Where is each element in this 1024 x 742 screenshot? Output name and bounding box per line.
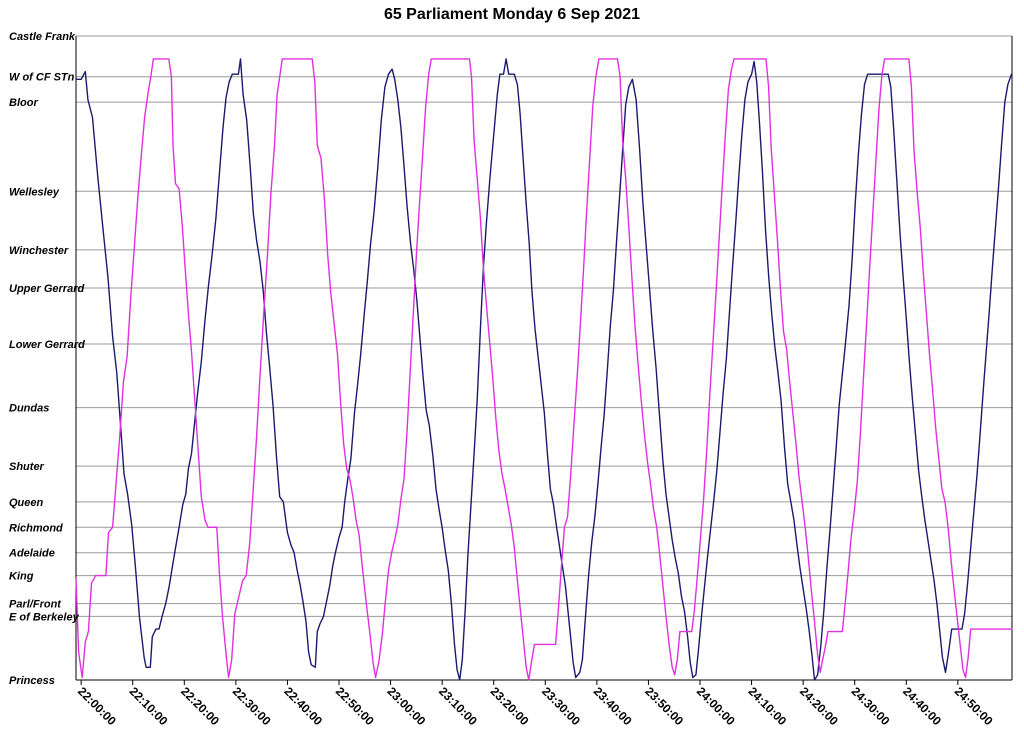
y-tick-label: King <box>9 571 34 583</box>
y-tick-label: Adelaide <box>8 548 55 560</box>
y-tick-label: E of Berkeley <box>9 611 80 623</box>
x-tick-label: 22:10:00 <box>127 684 171 728</box>
y-tick-label: Dundas <box>9 403 49 415</box>
y-tick-label: Richmond <box>9 522 63 534</box>
series-line-1 <box>75 58 1013 681</box>
y-tick-label: Winchester <box>9 245 69 257</box>
x-tick-label: 23:20:00 <box>488 684 532 728</box>
x-tick-labels: 22:00:00 22:10:00 22:20:00 22:30:00 22:40:00… <box>75 684 996 728</box>
x-tick-label: 24:00:00 <box>694 684 738 728</box>
x-tick-label: 24:10:00 <box>745 684 789 728</box>
x-tick-label: 22:30:00 <box>230 684 274 728</box>
y-tick-label: W of CF STn <box>9 72 75 84</box>
y-tick-label: Wellesley <box>9 186 60 198</box>
axes <box>75 36 1013 685</box>
x-tick-label: 23:50:00 <box>642 684 686 728</box>
x-tick-label: 23:00:00 <box>384 684 428 728</box>
x-tick-label: 23:10:00 <box>436 684 480 728</box>
x-tick-label: 22:40:00 <box>281 684 325 728</box>
gridlines <box>76 35 1012 681</box>
x-tick-label: 22:00:00 <box>75 684 119 728</box>
x-tick-label: 23:30:00 <box>539 684 583 728</box>
y-tick-label: Lower Gerrard <box>9 339 85 351</box>
x-tick-label: 24:30:00 <box>849 684 893 728</box>
y-tick-label: Parl/Front <box>9 599 62 611</box>
x-tick-label: 23:40:00 <box>591 684 635 728</box>
x-tick-label: 24:50:00 <box>952 684 996 728</box>
x-tick-label: 24:20:00 <box>797 684 841 728</box>
series-line-2 <box>75 58 1013 681</box>
x-tick-label: 24:40:00 <box>900 684 944 728</box>
y-tick-label: Castle Frank <box>9 31 76 43</box>
y-tick-label: Shuter <box>9 461 45 473</box>
x-tick-label: 22:20:00 <box>178 684 222 728</box>
y-tick-label: Bloor <box>9 97 38 109</box>
y-tick-label: Princess <box>9 675 55 687</box>
series-lines <box>75 58 1013 681</box>
x-tick-label: 22:50:00 <box>333 684 377 728</box>
y-tick-labels: Castle Frank W of CF STn Bloor Wellesley Win… <box>8 31 85 687</box>
y-tick-label: Upper Gerrard <box>9 283 84 295</box>
y-tick-label: Queen <box>9 497 44 509</box>
chart-title: 65 Parliament Monday 6 Sep 2021 <box>384 6 640 23</box>
